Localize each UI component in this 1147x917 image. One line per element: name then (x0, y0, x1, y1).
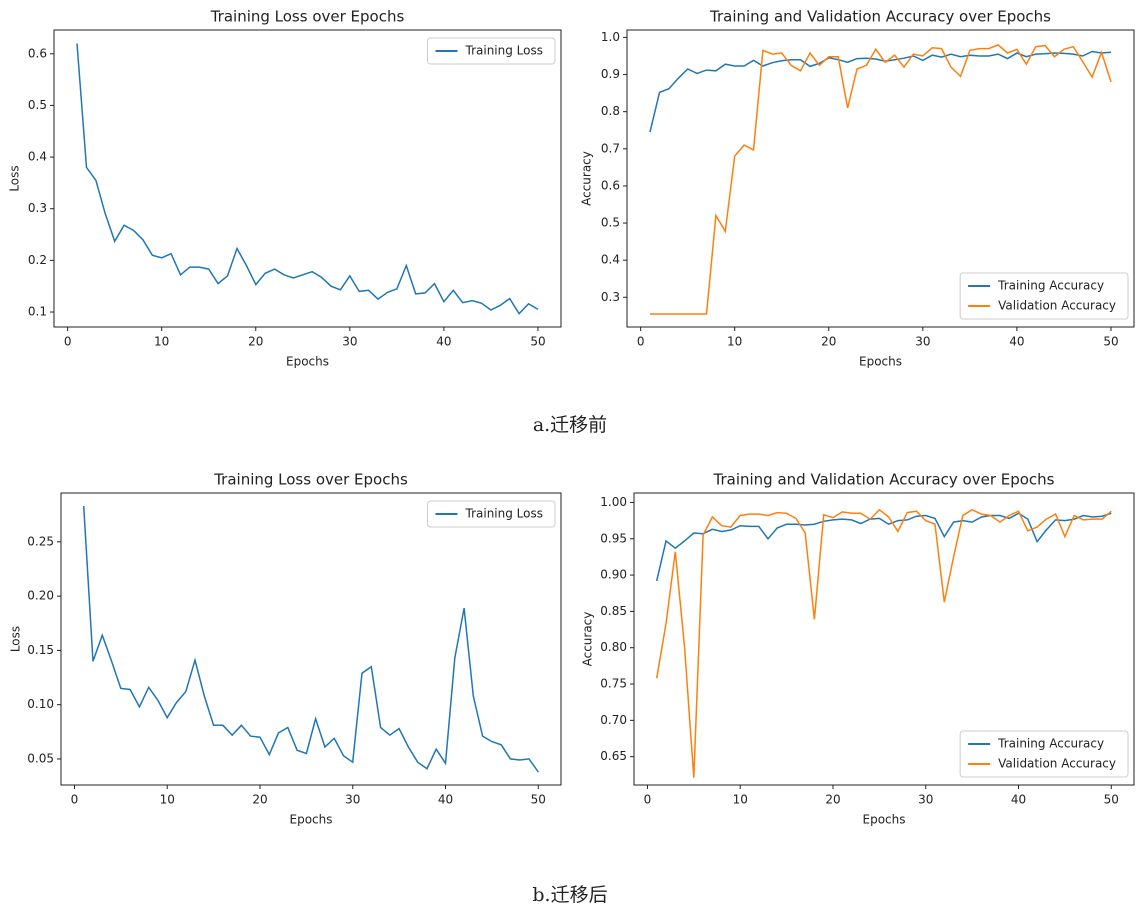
x-tick-label: 40 (438, 793, 453, 807)
x-tick-label: 10 (160, 793, 175, 807)
y-tick-label: 0.70 (600, 713, 627, 727)
chart-title: Training and Validation Accuracy over Ep… (713, 471, 1055, 489)
y-tick-label: 0.75 (600, 677, 627, 691)
x-tick-label: 50 (1104, 793, 1119, 807)
plot-frame (633, 492, 1135, 786)
x-tick-label: 20 (825, 793, 840, 807)
legend-box (959, 272, 1129, 320)
y-tick-label: 0.95 (600, 531, 627, 545)
y-tick-label: 0.20 (27, 589, 54, 603)
y-tick-label: 1.0 (601, 30, 620, 44)
legend-label: Training Loss (465, 44, 543, 58)
x-tick-label: 10 (154, 335, 169, 349)
line-series (655, 508, 1112, 778)
legend: Training Accuracy Validation Accuracy (959, 272, 1129, 320)
x-tick-label: 50 (531, 793, 546, 807)
y-axis-label: Accuracy (580, 151, 594, 206)
y-tick-label: 0.05 (27, 751, 54, 765)
legend-box (427, 500, 556, 528)
line-series (649, 50, 1112, 133)
x-tick-label: 10 (733, 793, 748, 807)
y-tick-label: 0.15 (27, 643, 54, 657)
plot-frame (53, 29, 562, 328)
y-tick-label: 0.90 (600, 568, 627, 582)
y-tick-label: 0.5 (601, 216, 620, 230)
legend: Training Loss (427, 37, 556, 65)
plot-frame (626, 29, 1135, 328)
y-tick-label: 0.10 (27, 697, 54, 711)
y-tick-label: 0.65 (600, 749, 627, 763)
line-series (82, 505, 539, 773)
x-tick-label: 50 (1103, 335, 1118, 349)
y-tick-label: 0.1 (28, 305, 47, 319)
x-axis-label: Epochs (859, 355, 902, 369)
legend-label: Validation Accuracy (998, 299, 1116, 313)
legend: Training Loss (427, 500, 556, 528)
legend-box (427, 37, 556, 65)
chart-title: Training and Validation Accuracy over Ep… (709, 8, 1051, 26)
caption: b.迁移后 (532, 884, 607, 906)
x-tick-label: 20 (252, 793, 267, 807)
x-tick-label: 0 (64, 335, 72, 349)
y-tick-label: 0.8 (601, 104, 620, 118)
y-tick-label: 1.00 (600, 495, 627, 509)
y-tick-label: 0.9 (601, 67, 620, 81)
x-tick-label: 30 (342, 335, 357, 349)
x-tick-label: 10 (727, 335, 742, 349)
y-tick-label: 0.4 (601, 253, 620, 267)
legend-label: Training Loss (465, 507, 543, 521)
y-tick-label: 0.25 (27, 534, 54, 548)
x-tick-label: 40 (1009, 335, 1024, 349)
x-tick-label: 30 (918, 793, 933, 807)
y-tick-label: 0.85 (600, 604, 627, 618)
y-tick-label: 0.3 (28, 201, 47, 215)
x-tick-label: 50 (530, 335, 545, 349)
legend-label: Validation Accuracy (998, 757, 1116, 771)
x-axis-label: Epochs (290, 813, 333, 827)
chart-title: Training Loss over Epochs (213, 471, 408, 489)
legend-label: Training Accuracy (997, 279, 1104, 293)
line-series (76, 43, 539, 315)
caption: a.迁移前 (533, 414, 607, 436)
x-tick-label: 0 (637, 335, 645, 349)
y-tick-label: 0.80 (600, 640, 627, 654)
y-tick-label: 0.6 (601, 178, 620, 192)
x-axis-label: Epochs (286, 355, 329, 369)
x-tick-label: 0 (71, 793, 79, 807)
y-tick-label: 0.6 (28, 46, 47, 60)
y-tick-label: 0.2 (28, 253, 47, 267)
x-tick-label: 30 (915, 335, 930, 349)
line-series (650, 44, 1112, 315)
x-tick-label: 30 (345, 793, 360, 807)
y-tick-label: 0.3 (601, 290, 620, 304)
x-tick-label: 20 (821, 335, 836, 349)
y-axis-label: Accuracy (581, 612, 595, 667)
x-axis-label: Epochs (863, 813, 906, 827)
y-tick-label: 0.5 (28, 98, 47, 112)
legend-box (959, 730, 1129, 778)
x-tick-label: 20 (248, 335, 263, 349)
x-tick-label: 40 (1011, 793, 1026, 807)
y-axis-label: Loss (8, 165, 22, 191)
line-series (655, 512, 1112, 582)
plot-frame (60, 492, 562, 786)
x-tick-label: 0 (644, 793, 652, 807)
legend-label: Training Accuracy (997, 737, 1104, 751)
x-tick-label: 40 (436, 335, 451, 349)
y-axis-label: Loss (9, 626, 23, 652)
chart-title: Training Loss over Epochs (210, 8, 405, 26)
y-tick-label: 0.4 (28, 150, 47, 164)
legend: Training Accuracy Validation Accuracy (959, 730, 1129, 778)
y-tick-label: 0.7 (601, 141, 620, 155)
